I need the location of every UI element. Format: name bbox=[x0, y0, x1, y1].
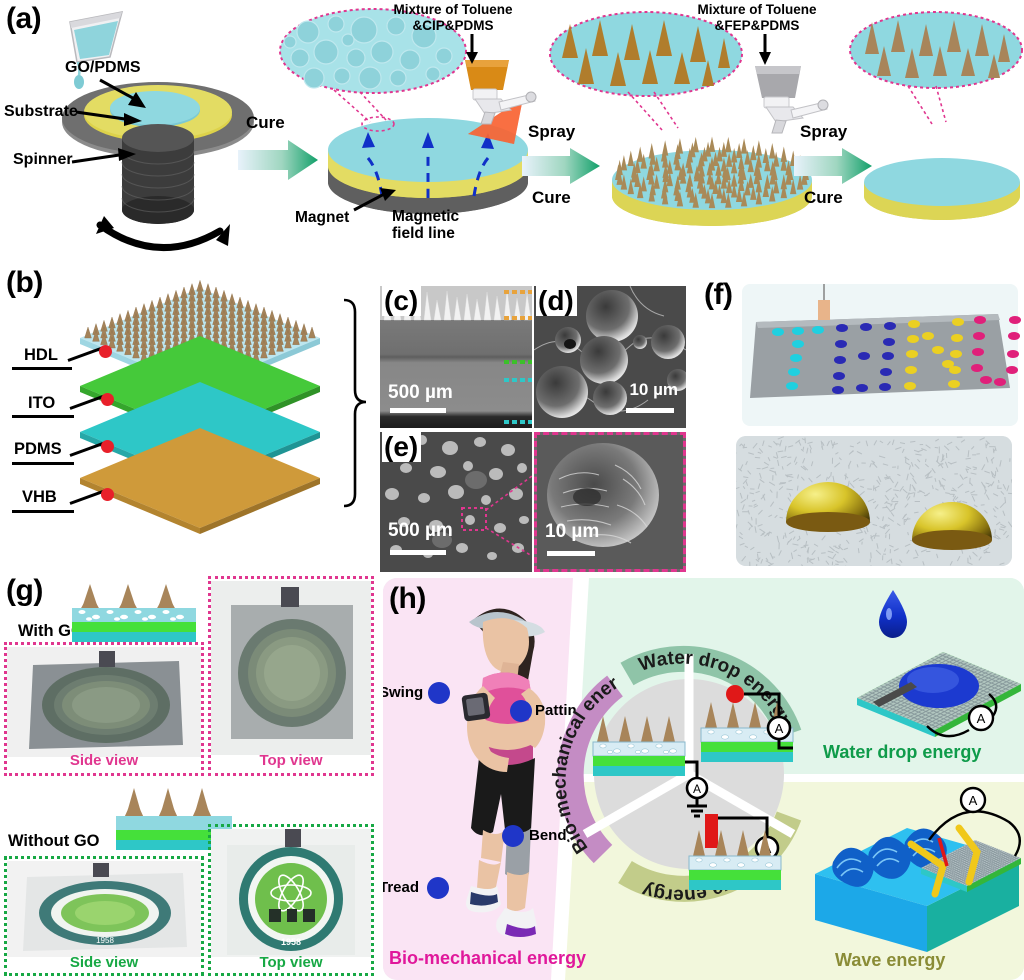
panel-g-tag: (g) bbox=[6, 574, 43, 608]
marker-bend bbox=[502, 825, 524, 847]
layer-dot-hdl bbox=[99, 345, 112, 358]
panel-f: (f) bbox=[700, 276, 1024, 572]
label-magnetic-field-line: Magnetic field line bbox=[392, 208, 459, 242]
svg-text:1958: 1958 bbox=[96, 936, 114, 945]
panel-b-tag: (b) bbox=[6, 266, 43, 300]
step2-top: Spray bbox=[528, 122, 575, 142]
with-go-side-view-box: Side view bbox=[4, 642, 204, 776]
without-go-title: Without GO bbox=[8, 832, 100, 851]
layer-dot-ito bbox=[101, 393, 114, 406]
panel-e-scale-bar-right bbox=[547, 551, 595, 556]
layer-group-brace bbox=[342, 298, 370, 508]
panel-f-tag: (f) bbox=[704, 278, 732, 312]
water-drop-device-illustration: A bbox=[835, 590, 1024, 740]
with-go-side-caption: Side view bbox=[7, 752, 201, 769]
label-spinner: Spinner bbox=[13, 152, 73, 169]
panel-e-scale-text-right: 10 µm bbox=[545, 521, 599, 543]
spin-coater-illustration bbox=[30, 10, 290, 260]
panel-h: (h) bbox=[383, 578, 1024, 980]
energy-wheel: Bio-mechanical energy Water drop energy … bbox=[539, 624, 839, 924]
svg-text:A: A bbox=[969, 793, 978, 808]
panel-f-droplet-array-photo bbox=[742, 284, 1018, 426]
layer-label-vhb: VHB bbox=[22, 488, 57, 507]
step3-bottom: Cure bbox=[804, 188, 843, 208]
marker-patting bbox=[510, 700, 532, 722]
svg-text:A: A bbox=[977, 711, 986, 726]
without-go-side-caption: Side view bbox=[7, 954, 201, 971]
layer-dot-pdms bbox=[101, 440, 114, 453]
label-magnet: Magnet bbox=[295, 210, 349, 226]
label-tread: Tread bbox=[383, 879, 419, 896]
without-go-side-view-box: 1958 Side view bbox=[4, 856, 204, 976]
marker-swing bbox=[428, 682, 450, 704]
panel-e-scale-bar-left bbox=[390, 550, 446, 555]
label-swing: Swing bbox=[383, 684, 423, 701]
layer-stack-illustration bbox=[60, 276, 370, 566]
leader-spinner bbox=[72, 146, 142, 170]
svg-text:A: A bbox=[775, 721, 784, 736]
panel-d-tag: (d) bbox=[536, 286, 577, 316]
without-go-top-caption: Top view bbox=[211, 954, 371, 971]
arrow-spray-cure-1 bbox=[522, 148, 606, 186]
spray-gun-cip bbox=[455, 58, 545, 128]
panel-e-scale-text-left: 500 µm bbox=[388, 520, 453, 542]
with-go-schematic bbox=[60, 576, 210, 642]
wave-device-illustration: A bbox=[807, 782, 1024, 952]
with-go-top-view-box: Top view bbox=[208, 576, 374, 776]
layer-label-ito: ITO bbox=[28, 394, 55, 413]
svg-text:1958: 1958 bbox=[281, 937, 301, 947]
layer-label-pdms: PDMS bbox=[14, 440, 62, 459]
panel-b: (b) HDL bbox=[0, 262, 372, 570]
panel-e-sem-image: (e) 500 µm bbox=[380, 432, 532, 572]
panel-c-scale-text: 500 µm bbox=[388, 382, 453, 404]
spray2-caption: Mixture of Toluene &FEP&PDMS bbox=[682, 2, 832, 33]
label-go-pdms: GO/PDMS bbox=[65, 60, 141, 77]
panel-e-tag: (e) bbox=[382, 432, 421, 462]
callout-leader-1 bbox=[330, 88, 392, 130]
spray1-caption: Mixture of Toluene &CIP&PDMS bbox=[378, 2, 528, 33]
caption-water-drop: Water drop energy bbox=[823, 742, 981, 763]
marker-tread bbox=[427, 877, 449, 899]
layer-label-hdl: HDL bbox=[24, 346, 58, 365]
step3-top: Spray bbox=[800, 122, 847, 142]
callout-hdl-cones bbox=[848, 8, 1024, 92]
panel-d-sem-image: (d) 10 µm bbox=[534, 286, 686, 428]
panel-g: (g) With GO Side view bbox=[0, 570, 380, 980]
callout-leader-3 bbox=[880, 84, 960, 130]
panel-d-scale-text: 10 µm bbox=[629, 380, 678, 400]
leader-substrate bbox=[76, 104, 148, 126]
without-go-top-view-box: 1958 Top view bbox=[208, 824, 374, 976]
panel-f-golden-droplets-photo bbox=[736, 436, 1012, 566]
panel-c-tag: (c) bbox=[382, 286, 421, 316]
spray2-caption-arrow bbox=[757, 34, 773, 66]
panel-c-sem-image: (c) 500 µm bbox=[380, 286, 532, 428]
arrow-cure-1 bbox=[238, 140, 322, 182]
layer-dot-vhb bbox=[101, 488, 114, 501]
panel-a: (a) GO/PDMS bbox=[0, 0, 1024, 262]
panel-e-inset-image: 10 µm bbox=[534, 432, 686, 572]
panel-c-scale-bar bbox=[390, 408, 446, 413]
callout-leader-2 bbox=[608, 90, 688, 138]
step1-label: Cure bbox=[246, 113, 285, 133]
caption-bio-mechanical: Bio-mechanical energy bbox=[389, 948, 586, 969]
figure-root: (a) GO/PDMS bbox=[0, 0, 1024, 980]
with-go-top-caption: Top view bbox=[211, 752, 371, 769]
label-substrate: Substrate bbox=[4, 104, 78, 121]
panel-d-scale-bar bbox=[626, 408, 674, 413]
caption-wave: Wave energy bbox=[835, 950, 945, 971]
step2-bottom: Cure bbox=[532, 188, 571, 208]
spray1-caption-arrow bbox=[464, 34, 480, 64]
svg-text:A: A bbox=[693, 782, 701, 796]
